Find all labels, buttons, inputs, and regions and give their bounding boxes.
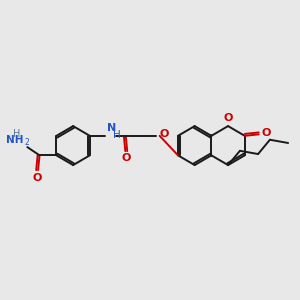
Text: O: O	[224, 113, 233, 123]
Text: 2: 2	[25, 137, 29, 146]
Text: NH: NH	[6, 135, 24, 145]
Text: H: H	[113, 130, 121, 140]
Text: O: O	[33, 173, 42, 183]
Text: O: O	[262, 128, 271, 138]
Text: O: O	[121, 154, 130, 164]
Text: O: O	[159, 129, 169, 140]
Text: N: N	[107, 123, 116, 133]
Text: H: H	[13, 129, 20, 139]
